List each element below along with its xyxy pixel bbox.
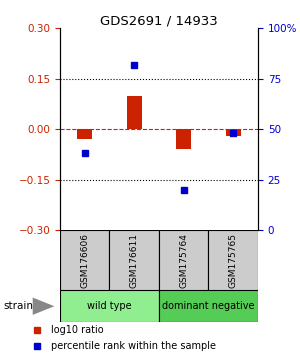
Text: dominant negative: dominant negative [162,301,255,311]
Bar [77,129,92,139]
Bar [208,230,258,290]
Text: strain: strain [3,301,33,311]
Text: GSM175764: GSM175764 [179,233,188,288]
Text: percentile rank within the sample: percentile rank within the sample [51,341,216,351]
Text: GSM175765: GSM175765 [229,233,238,288]
Text: GSM176606: GSM176606 [80,233,89,288]
Text: log10 ratio: log10 ratio [51,325,104,335]
Bar [159,290,258,322]
Bar [226,129,241,136]
Bar [159,230,208,290]
Bar [176,129,191,149]
Bar [127,96,142,129]
Polygon shape [33,297,54,315]
Bar [60,290,159,322]
Title: GDS2691 / 14933: GDS2691 / 14933 [100,14,218,27]
Bar [60,230,110,290]
Text: GSM176611: GSM176611 [130,233,139,288]
Text: wild type: wild type [87,301,132,311]
Bar [110,230,159,290]
